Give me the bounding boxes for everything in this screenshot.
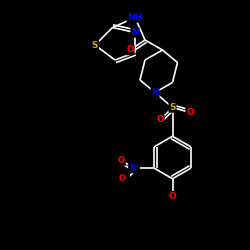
Text: O: O bbox=[126, 46, 134, 54]
Text: O⁻: O⁻ bbox=[119, 174, 129, 182]
Text: N: N bbox=[131, 28, 139, 37]
Text: S: S bbox=[92, 40, 98, 50]
Text: N: N bbox=[151, 88, 159, 97]
Text: O: O bbox=[118, 156, 125, 165]
Text: O: O bbox=[168, 192, 176, 201]
Text: O: O bbox=[156, 116, 164, 124]
Text: O: O bbox=[186, 108, 194, 117]
Text: NH: NH bbox=[128, 13, 142, 22]
Text: S: S bbox=[169, 103, 176, 112]
Text: N⁺: N⁺ bbox=[129, 164, 139, 172]
